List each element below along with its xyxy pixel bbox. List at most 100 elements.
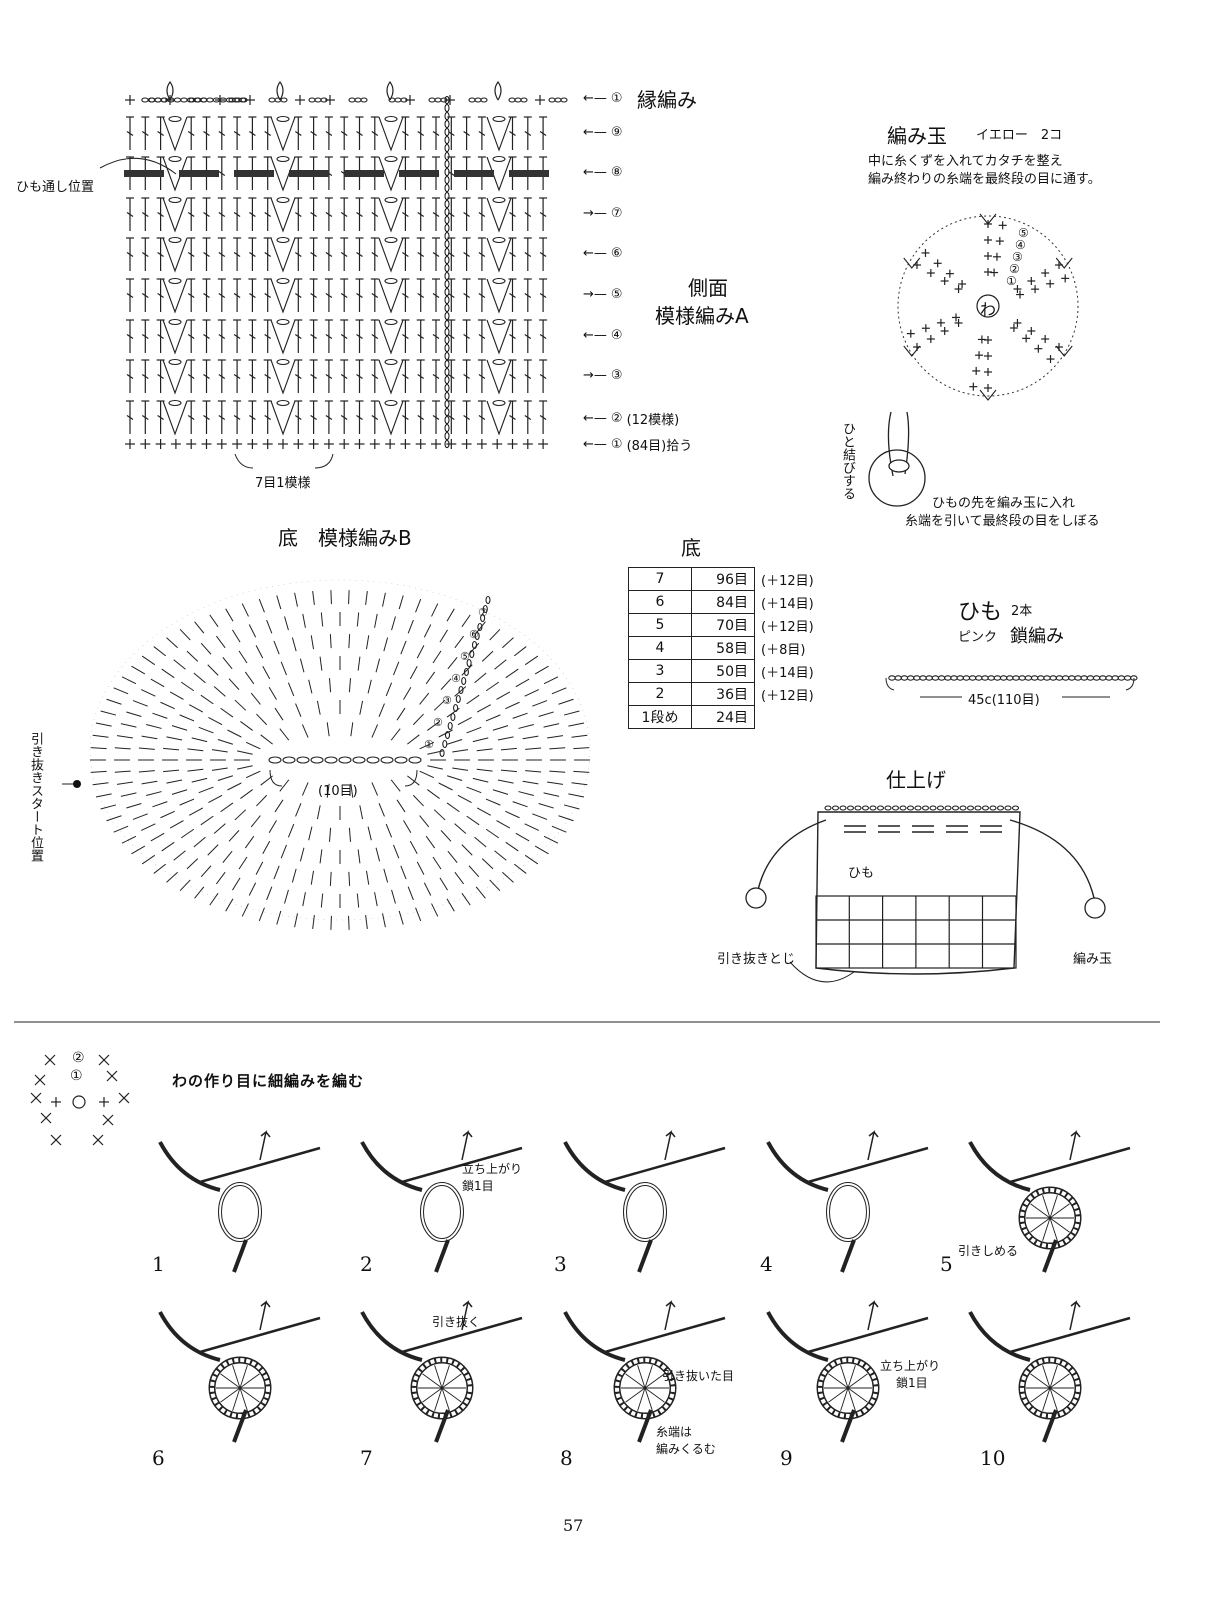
v-stitch — [270, 237, 296, 273]
side-seam-chain — [444, 239, 450, 249]
bottom-stitch — [258, 598, 265, 613]
side-stitch — [463, 252, 470, 257]
ring-spoke — [422, 1373, 443, 1389]
side-stitch — [402, 374, 409, 379]
bottom-stitch — [302, 613, 306, 628]
bobble-round-label: ① — [1006, 274, 1017, 288]
bottom-stitch — [266, 886, 273, 901]
side-stitch — [447, 334, 455, 339]
side-stitch — [249, 131, 256, 136]
hook-icon — [401, 1146, 523, 1184]
side-stitch — [432, 374, 440, 379]
bottom-stitch — [240, 789, 253, 799]
bottom-stitch — [186, 650, 199, 662]
row-number: ⑦ — [610, 206, 623, 221]
bottom-stitch — [209, 892, 219, 906]
bottom-stitch — [492, 725, 509, 731]
v-chain — [168, 236, 182, 244]
bottom-center-chain — [394, 756, 408, 764]
side-seam-chain — [444, 143, 450, 153]
ring-spoke — [1042, 1195, 1051, 1219]
bottom-seam-chain — [455, 694, 461, 704]
hook-icon — [1009, 1146, 1131, 1184]
v-chain — [168, 196, 182, 204]
bottom-stitch — [398, 595, 404, 610]
yarn-strand — [766, 1141, 829, 1192]
row-number: ① — [610, 91, 623, 106]
cord-chain — [894, 675, 902, 681]
side-seam-chain — [444, 415, 450, 425]
side-stitch — [478, 334, 486, 339]
page-number: 57 — [563, 1516, 584, 1535]
v-stitch — [378, 116, 404, 152]
bag-top-edge — [936, 805, 945, 811]
bottom-stitch — [505, 701, 520, 710]
border-chain — [320, 97, 328, 103]
bottom-stitch — [120, 723, 137, 728]
yarn-strand — [968, 1141, 1031, 1192]
bottom-stitch — [485, 681, 500, 692]
round-cell: 6 — [628, 590, 692, 614]
bottom-stitch — [120, 792, 137, 797]
bottom-stitch — [432, 856, 442, 870]
v-stitch — [162, 319, 188, 355]
side-stitch — [478, 293, 486, 298]
yarn-tail — [1042, 1239, 1058, 1273]
bottom-stitch — [220, 707, 234, 718]
side-stitch — [340, 334, 348, 339]
bottom-stitch — [543, 723, 560, 728]
bottom-stitch — [425, 835, 436, 849]
side-stitch — [325, 334, 333, 339]
bottom-stitch — [524, 854, 539, 865]
side-stitch — [432, 252, 440, 257]
stitch-ring-inner — [210, 1358, 270, 1418]
side-seam-chain — [444, 279, 450, 289]
side-stitch — [294, 131, 302, 136]
stitches-cell: 50目 — [691, 659, 755, 683]
yarn-strand — [563, 1141, 626, 1192]
bottom-stitch — [407, 886, 414, 901]
side-stitch — [524, 212, 532, 217]
bag-top-edge — [869, 805, 877, 811]
side-stitch — [325, 415, 333, 420]
bottom-stitch — [279, 728, 290, 741]
side-stitch — [218, 374, 226, 379]
stitch-ring-inner — [1020, 1188, 1080, 1248]
stitches-cell: 84目 — [691, 590, 755, 614]
side-stitch — [509, 415, 516, 420]
side-stitch — [264, 334, 272, 339]
bottom-stitch — [476, 704, 491, 713]
v-chain — [384, 399, 398, 407]
side-seam-chain — [444, 119, 450, 129]
side-stitch — [417, 415, 425, 420]
row-number: ⑥ — [610, 246, 623, 261]
bottom-stitch — [348, 915, 350, 930]
bottom-stitch — [256, 794, 268, 807]
v-stitch — [486, 156, 512, 192]
cord-chain — [1123, 675, 1132, 681]
bottom-stitch — [273, 865, 280, 880]
side-stitch — [233, 293, 241, 298]
side-seam-chain — [444, 191, 450, 201]
side-stitch — [310, 415, 317, 420]
side-seam-chain — [444, 439, 450, 449]
bottom-stitch — [489, 628, 501, 641]
bottom-stitch — [117, 781, 133, 785]
direction-arrow-icon — [461, 1300, 473, 1331]
bottom-stitch — [106, 815, 122, 822]
bottom-stitch — [250, 692, 261, 705]
bottom-center-chain — [408, 756, 422, 764]
cord-chain — [975, 675, 983, 681]
side-stitch — [141, 212, 149, 217]
ring-spoke — [644, 1365, 653, 1389]
bottom-stitch — [236, 765, 253, 770]
bottom-stitch — [320, 893, 324, 908]
bag-body — [815, 811, 1021, 975]
side-seam-chain — [444, 95, 450, 105]
cord-title: ひも — [958, 600, 1003, 625]
side-stitch — [264, 212, 272, 217]
side-seam-chain — [444, 207, 450, 217]
side-stitch — [325, 212, 333, 217]
side-stitch — [356, 415, 363, 420]
bottom-round-label: ⑥ — [469, 628, 479, 641]
